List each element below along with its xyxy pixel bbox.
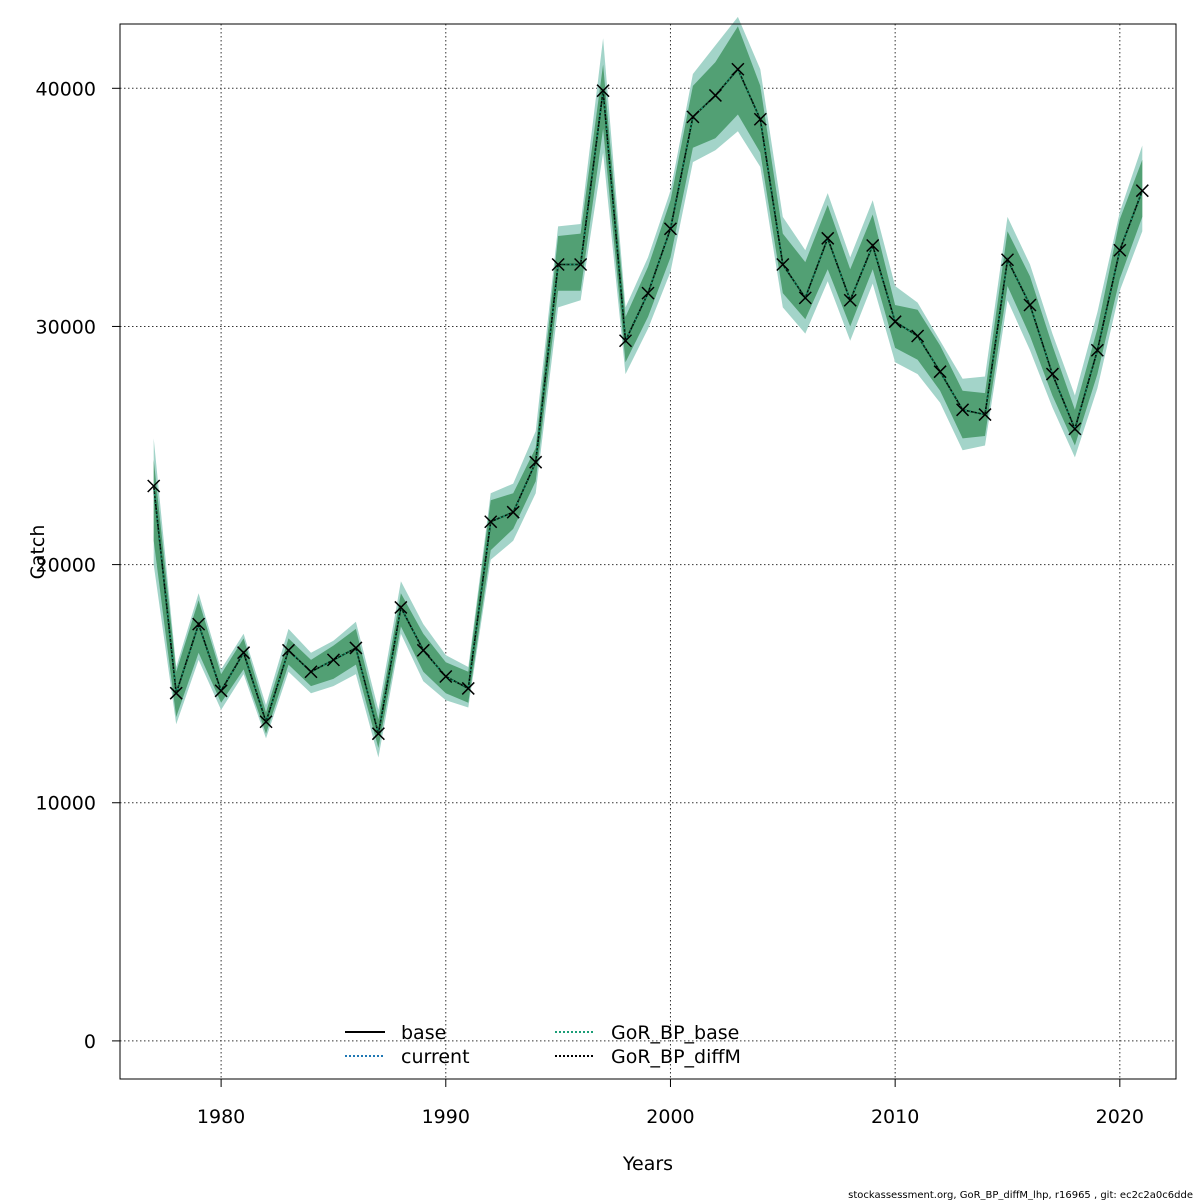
data-point-marker: [798, 291, 812, 305]
data-point-marker: [663, 222, 677, 236]
legend-label: GoR_BP_base: [611, 1022, 739, 1044]
x-tick-label: 2010: [871, 1106, 919, 1128]
data-point-marker: [956, 403, 970, 417]
data-point-marker: [1135, 184, 1149, 198]
data-point-marker: [394, 600, 408, 614]
data-point-marker: [326, 653, 340, 667]
data-point-marker: [978, 408, 992, 422]
data-point-marker: [641, 286, 655, 300]
confidence-band-inner: [153, 26, 1143, 748]
x-tick-label: 2000: [646, 1106, 694, 1128]
data-point-marker: [911, 329, 925, 343]
data-point-marker: [753, 112, 767, 126]
data-point-marker: [1023, 298, 1037, 312]
data-point-marker: [731, 62, 745, 76]
y-tick-label: 0: [84, 1031, 96, 1053]
data-point-marker: [776, 257, 790, 272]
x-tick-label: 1980: [197, 1106, 245, 1128]
confidence-bands: [153, 16, 1143, 758]
series-markers: [147, 62, 1149, 741]
data-point-marker: [147, 479, 161, 493]
data-point-marker: [686, 110, 700, 124]
data-point-marker: [439, 669, 453, 684]
data-point-marker: [214, 684, 228, 698]
y-tick-label: 30000: [36, 316, 96, 338]
y-axis-title: Catch: [27, 525, 49, 580]
y-axis: 0 10000 20000 30000 40000: [36, 78, 120, 1053]
legend-label: current: [401, 1046, 470, 1068]
data-point-marker: [1045, 367, 1059, 381]
data-point-marker: [281, 643, 296, 657]
data-point-marker: [1090, 343, 1104, 357]
data-point-marker: [169, 686, 183, 700]
data-point-marker: [461, 681, 475, 695]
x-tick-label: 1990: [422, 1106, 470, 1128]
legend-label: base: [401, 1022, 446, 1044]
data-point-marker: [551, 257, 565, 272]
data-point-marker: [596, 84, 610, 98]
data-point-marker: [371, 727, 385, 741]
data-point-marker: [349, 641, 363, 655]
data-point-marker: [529, 455, 543, 469]
data-point-marker: [1113, 243, 1127, 257]
data-point-marker: [1068, 422, 1082, 436]
data-point-marker: [192, 617, 206, 631]
data-point-marker: [619, 334, 633, 348]
data-point-marker: [416, 643, 430, 657]
data-point-marker: [1000, 253, 1015, 267]
data-point-marker: [484, 515, 498, 529]
x-tick-label: 2020: [1096, 1106, 1144, 1128]
data-point-marker: [304, 665, 318, 679]
data-point-marker: [843, 293, 857, 307]
data-point-marker: [237, 646, 251, 660]
footer-credit: stockassessment.org, GoR_BP_diffM_lhp, r…: [848, 1190, 1193, 1200]
data-point-marker: [866, 238, 880, 253]
data-point-marker: [574, 257, 588, 272]
data-point-marker: [259, 715, 273, 729]
y-tick-label: 40000: [36, 78, 96, 100]
plot-frame: [119, 23, 1177, 1080]
data-point-marker: [708, 88, 722, 102]
data-point-marker: [821, 231, 835, 245]
data-point-marker: [933, 365, 947, 379]
data-point-marker: [506, 505, 520, 519]
legend-label: GoR_BP_diffM: [611, 1046, 741, 1068]
y-tick-label: 10000: [36, 793, 96, 815]
x-axis-title: Years: [622, 1153, 673, 1175]
series-line-gor-bp-base: [153, 67, 1143, 734]
y-tick-label: 20000: [36, 555, 96, 577]
x-axis: 1980 1990 2000 2010 2020: [197, 1079, 1144, 1128]
data-point-marker: [888, 315, 902, 329]
